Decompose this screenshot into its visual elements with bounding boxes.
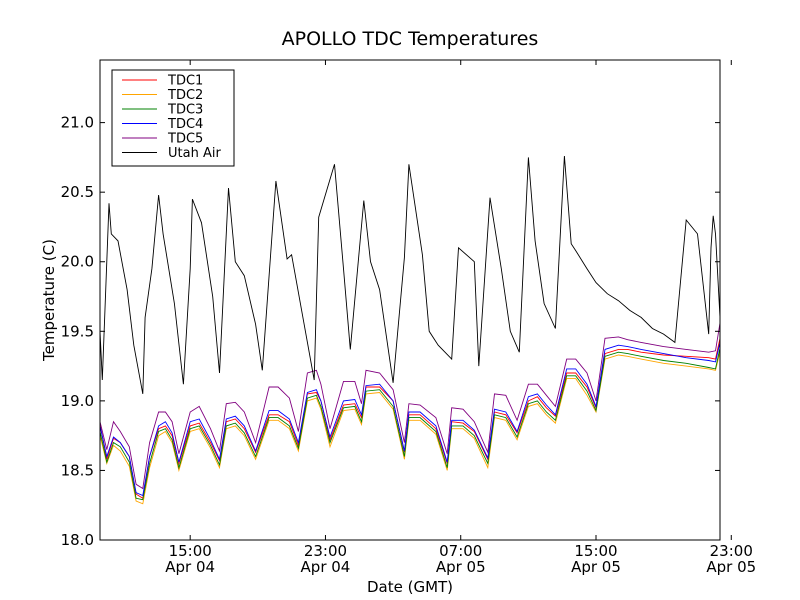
x-tick-label-time: 07:00 xyxy=(439,542,482,560)
x-tick-label-time: 15:00 xyxy=(574,542,617,560)
series-line-tdc4 xyxy=(99,342,721,497)
x-tick-label-time: 23:00 xyxy=(710,542,753,560)
legend-label: Utah Air xyxy=(168,146,221,161)
legend-label: TDC5 xyxy=(167,132,203,147)
x-tick-label-date: Apr 05 xyxy=(436,558,486,576)
x-tick-label-date: Apr 04 xyxy=(301,558,351,576)
y-tick-label: 19.5 xyxy=(61,322,94,340)
y-tick-label: 20.0 xyxy=(61,253,94,271)
y-tick-label: 18.0 xyxy=(61,531,94,549)
y-tick-label: 20.5 xyxy=(61,183,94,201)
series-line-utah-air xyxy=(99,155,721,394)
y-tick-label: 18.5 xyxy=(61,461,94,479)
series-line-tdc3 xyxy=(99,347,721,501)
y-tick-label: 19.0 xyxy=(61,392,94,410)
x-axis-title: Date (GMT) xyxy=(367,578,453,596)
x-tick-label-time: 23:00 xyxy=(304,542,347,560)
x-tick-label-date: Apr 05 xyxy=(571,558,621,576)
legend-label: TDC3 xyxy=(167,103,203,118)
series-layer xyxy=(99,155,721,505)
y-tick-label: 21.0 xyxy=(61,114,94,132)
legend-label: TDC2 xyxy=(167,88,203,103)
x-tick-label-time: 15:00 xyxy=(169,542,212,560)
legend-label: TDC4 xyxy=(167,117,203,132)
chart-title: APOLLO TDC Temperatures xyxy=(282,28,539,50)
series-line-tdc5 xyxy=(99,322,721,490)
x-tick-label-date: Apr 05 xyxy=(706,558,756,576)
legend-box xyxy=(111,69,235,167)
y-axis-title: Temperature (C) xyxy=(40,239,58,362)
x-tick-label-date: Apr 04 xyxy=(165,558,215,576)
legend-label: TDC1 xyxy=(167,74,203,89)
plot-frame xyxy=(99,59,721,541)
